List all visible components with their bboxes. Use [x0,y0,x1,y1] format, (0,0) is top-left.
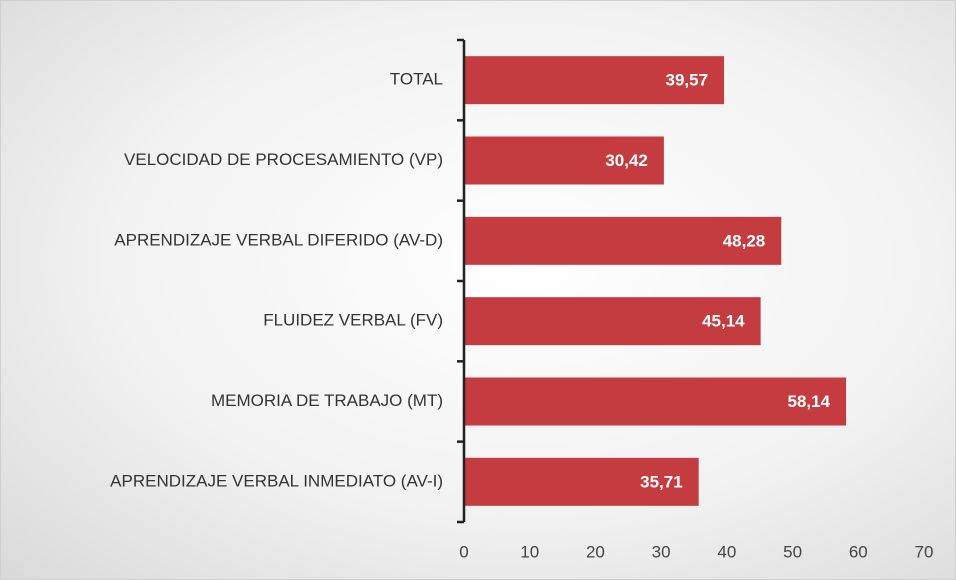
value-label: 30,42 [605,151,648,170]
bar [464,136,664,185]
y-tick-label: APRENDIZAJE VERBAL INMEDIATO (AV-I) [110,471,443,490]
x-tick-label: 40 [717,542,736,561]
y-tick-label: VELOCIDAD DE PROCESAMIENTO (VP) [124,150,443,169]
bar [464,457,699,506]
x-tick-label: 20 [586,542,605,561]
x-tick-label: 60 [849,542,868,561]
bar [464,297,761,346]
y-tick-label: TOTAL [390,70,443,89]
bar [464,56,725,105]
x-tick-label: 50 [783,542,802,561]
value-label: 45,14 [702,312,745,331]
bar [464,216,782,265]
x-tick-label: 0 [459,542,468,561]
value-label: 58,14 [788,392,831,411]
x-tick-label: 70 [915,542,934,561]
value-label: 39,57 [665,71,708,90]
y-tick-label: APRENDIZAJE VERBAL DIFERIDO (AV-D) [114,230,443,249]
value-label: 35,71 [640,472,683,491]
bar [464,377,847,426]
y-tick-label: FLUIDEZ VERBAL (FV) [263,311,443,330]
x-tick-label: 30 [652,542,671,561]
value-label: 48,28 [723,231,766,250]
y-tick-label: MEMORIA DE TRABAJO (MT) [211,391,443,410]
x-tick-label: 10 [520,542,539,561]
